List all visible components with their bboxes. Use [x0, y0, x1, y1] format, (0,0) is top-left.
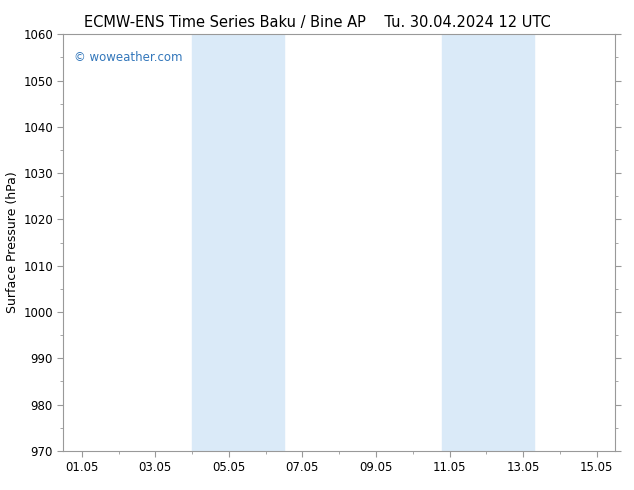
Text: ECMW-ENS Time Series Baku / Bine AP    Tu. 30.04.2024 12 UTC: ECMW-ENS Time Series Baku / Bine AP Tu. … — [84, 15, 550, 30]
Y-axis label: Surface Pressure (hPa): Surface Pressure (hPa) — [6, 172, 19, 314]
Text: © woweather.com: © woweather.com — [74, 51, 183, 64]
Bar — [442, 34, 534, 451]
Bar — [192, 34, 284, 451]
